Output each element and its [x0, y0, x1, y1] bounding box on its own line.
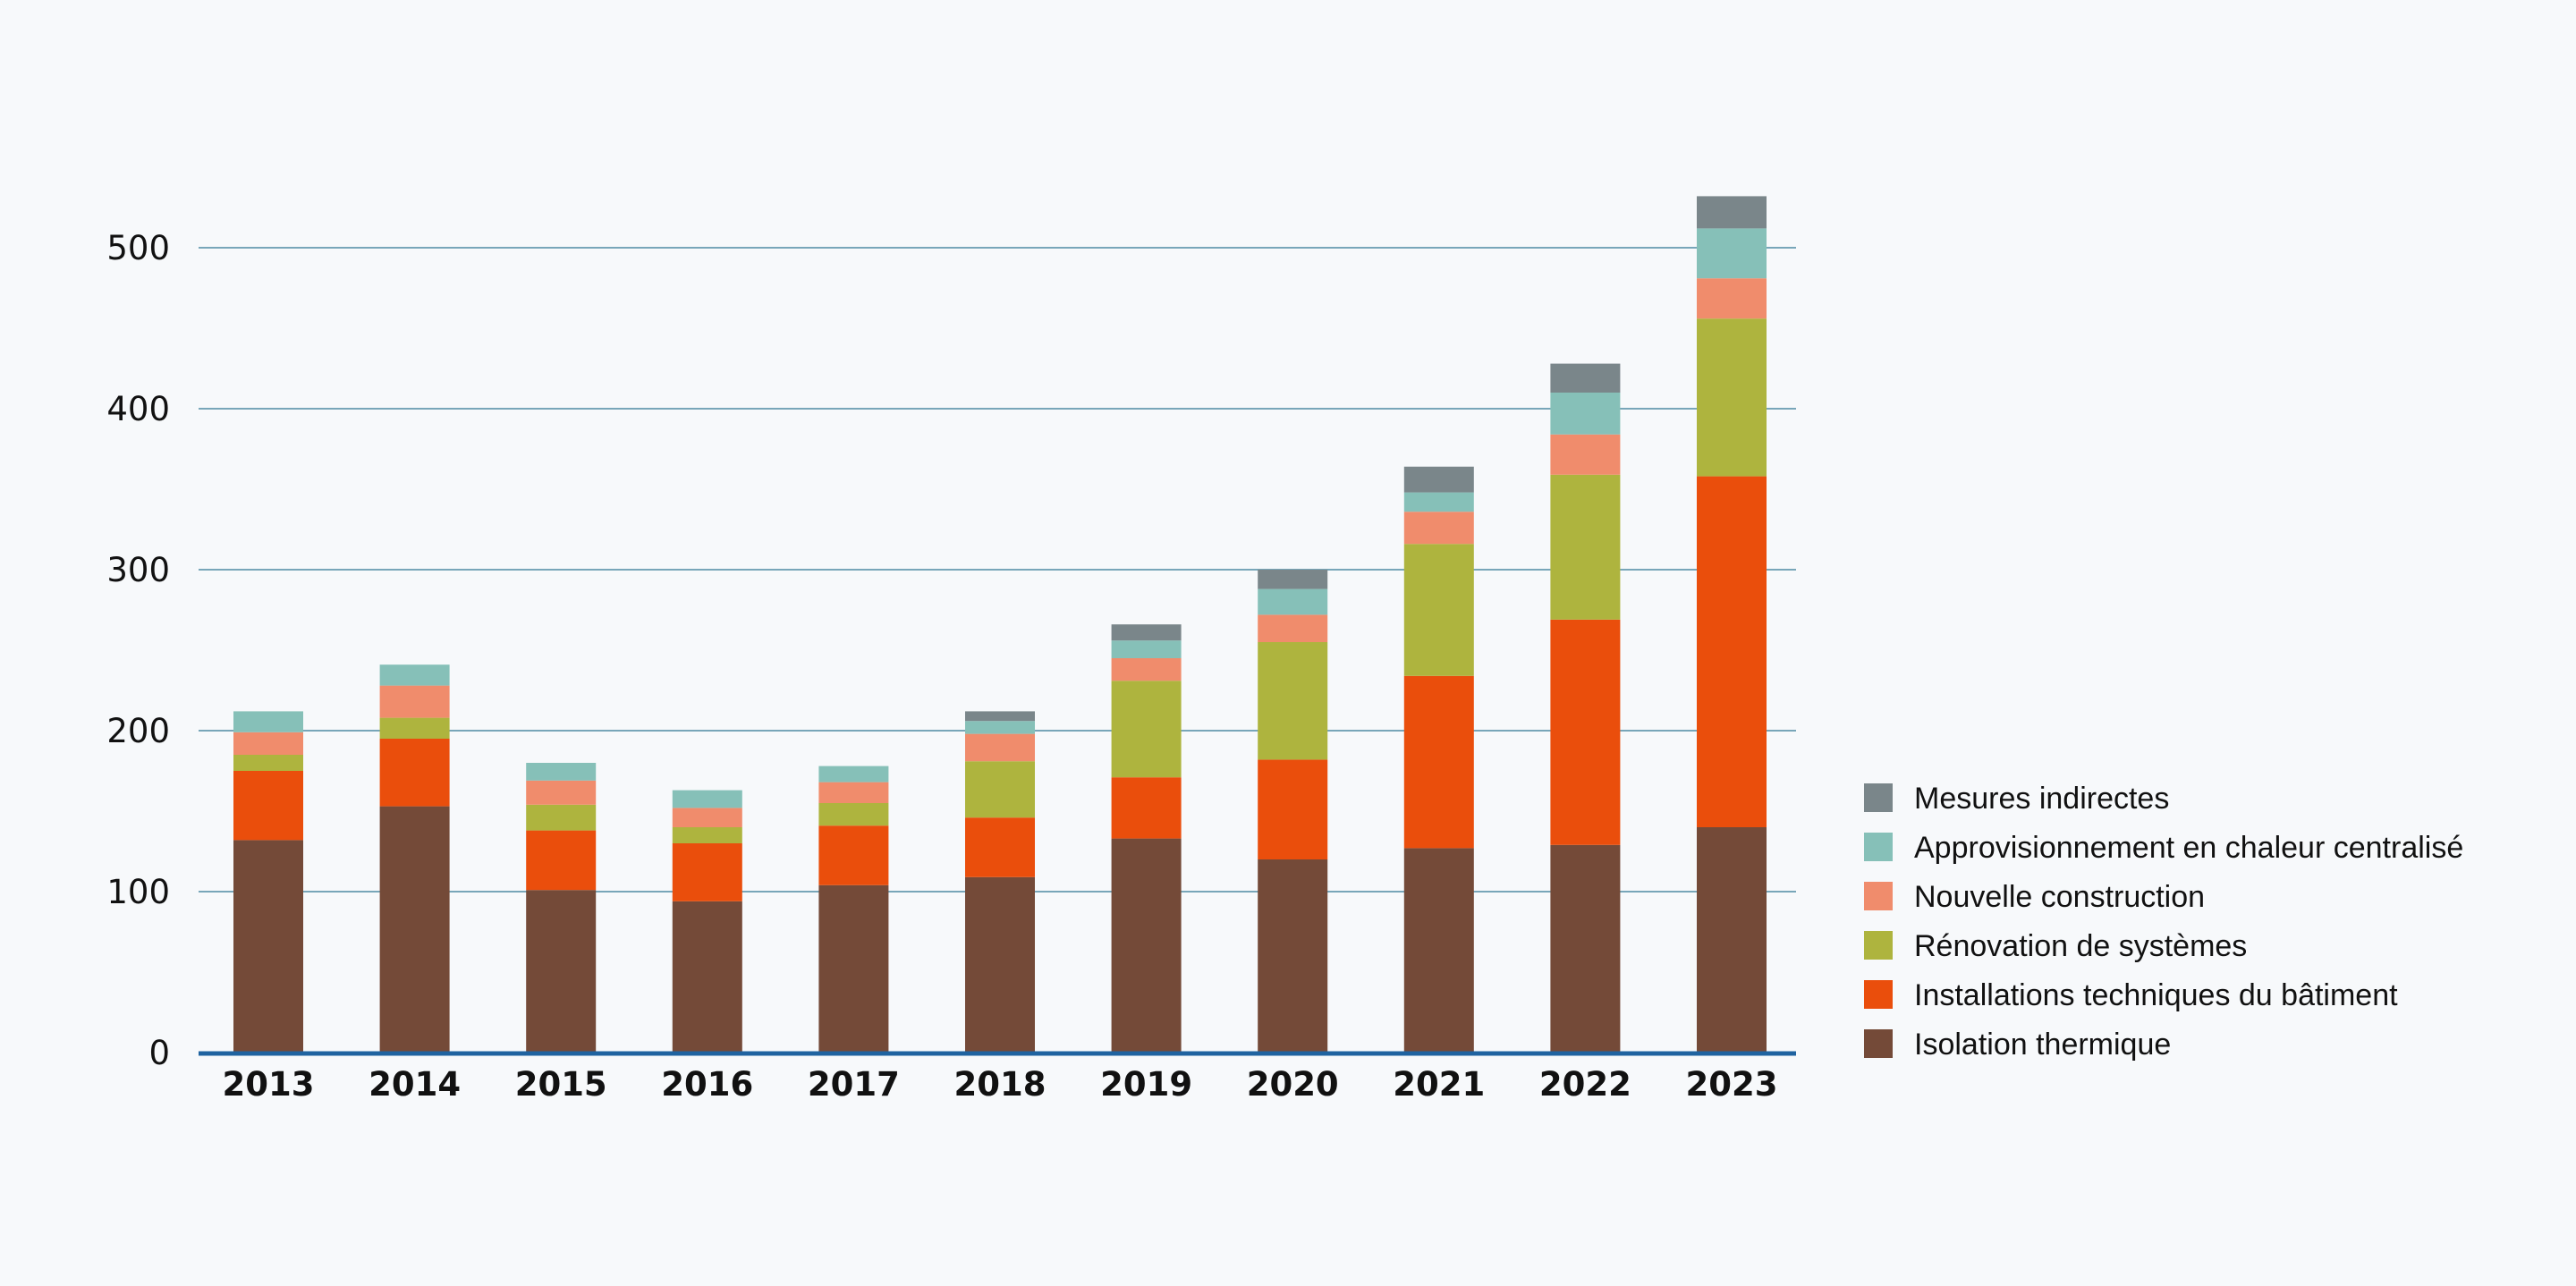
bar-segment: [1550, 474, 1621, 620]
x-tick-label: 2013: [223, 1065, 315, 1104]
bar-segment: [1697, 278, 1767, 319]
bar-segment: [1550, 363, 1621, 393]
legend-label: Mesures indirectes: [1914, 782, 2169, 816]
bar-segment: [672, 843, 742, 901]
bar-segment: [672, 808, 742, 827]
bar-segment: [1258, 570, 1328, 589]
bar-segment: [379, 685, 450, 718]
bar-segment: [1550, 619, 1621, 845]
bar-segment: [1111, 681, 1182, 778]
legend-swatch: [1864, 833, 1893, 861]
bar-segment: [1697, 318, 1767, 477]
bar-segment: [965, 721, 1035, 734]
x-tick-label: 2019: [1100, 1065, 1192, 1104]
bar-segment: [1697, 196, 1767, 229]
bar-segment: [526, 830, 597, 891]
legend-label: Nouvelle construction: [1914, 880, 2205, 914]
y-axis-tick-labels: 0 100 200 300 400 500: [106, 229, 170, 1072]
bar-segment: [1550, 844, 1621, 1053]
bar-segment: [1403, 512, 1474, 545]
bar-segment: [233, 711, 303, 732]
bar-segment: [1258, 642, 1328, 760]
bar-segment: [1403, 466, 1474, 493]
y-tick-label: 200: [106, 712, 170, 750]
bar-segment: [233, 840, 303, 1053]
bar-segment: [1111, 624, 1182, 641]
bar-segment: [526, 890, 597, 1053]
legend-swatch: [1864, 1029, 1893, 1058]
bar-segment: [526, 763, 597, 781]
bar-segment: [1403, 675, 1474, 849]
x-tick-label: 2018: [954, 1065, 1046, 1104]
x-tick-label: 2015: [515, 1065, 607, 1104]
bar-segment: [1111, 640, 1182, 658]
bar-segment: [379, 664, 450, 686]
bars: [233, 196, 1767, 1053]
legend: Mesures indirectes Approvisionnement en c…: [1864, 782, 2463, 1062]
bar-segment: [1403, 544, 1474, 676]
bar-segment: [672, 827, 742, 843]
x-tick-label: 2022: [1539, 1065, 1631, 1104]
bar-segment: [1697, 827, 1767, 1053]
x-tick-label: 2014: [369, 1065, 461, 1104]
bar-segment: [233, 771, 303, 841]
bar-segment: [1550, 434, 1621, 475]
bar-segment: [526, 780, 597, 805]
y-tick-label: 400: [106, 390, 170, 428]
bar-segment: [1111, 658, 1182, 681]
y-tick-label: 100: [106, 873, 170, 911]
bar-segment: [965, 817, 1035, 877]
bar-segment: [818, 884, 889, 1053]
y-tick-label: 0: [148, 1034, 170, 1072]
y-tick-label: 300: [106, 551, 170, 589]
x-tick-label: 2016: [661, 1065, 753, 1104]
bar-segment: [1258, 859, 1328, 1053]
bar-segment: [379, 739, 450, 807]
legend-swatch: [1864, 931, 1893, 960]
y-tick-label: 500: [106, 229, 170, 267]
bar-segment: [379, 806, 450, 1053]
legend-label: Installations techniques du bâtiment: [1914, 978, 2398, 1012]
bar-segment: [1258, 614, 1328, 642]
legend-swatch: [1864, 882, 1893, 910]
bar-segment: [818, 782, 889, 803]
bar-segment: [965, 733, 1035, 762]
bar-segment: [818, 766, 889, 783]
bar-segment: [818, 803, 889, 826]
legend-swatch: [1864, 783, 1893, 812]
bar-segment: [1258, 759, 1328, 859]
bar-segment: [1403, 492, 1474, 512]
x-axis-tick-labels: 2013 2014 2015 2016 2017 2018 2019 2020 2021 2022…: [223, 1065, 1778, 1104]
legend-label: Approvisionnement en chaleur centralisé: [1914, 831, 2463, 865]
legend-label: Isolation thermique: [1914, 1028, 2171, 1062]
x-tick-label: 2017: [808, 1065, 900, 1104]
bar-segment: [1111, 777, 1182, 839]
bar-segment: [672, 901, 742, 1053]
bar-segment: [379, 717, 450, 739]
bar-segment: [965, 761, 1035, 818]
bar-segment: [233, 732, 303, 755]
bar-segment: [1697, 228, 1767, 279]
bar-segment: [1403, 848, 1474, 1053]
bar-segment: [1550, 393, 1621, 435]
bar-segment: [233, 755, 303, 771]
bar-segment: [1697, 476, 1767, 827]
legend-swatch: [1864, 980, 1893, 1009]
bar-segment: [672, 790, 742, 808]
bar-segment: [1258, 588, 1328, 615]
gridlines: [199, 247, 1796, 893]
bar-segment: [526, 804, 597, 831]
x-tick-label: 2023: [1686, 1065, 1778, 1104]
x-tick-label: 2021: [1393, 1065, 1485, 1104]
bar-segment: [818, 825, 889, 885]
bar-segment: [1111, 838, 1182, 1053]
bar-segment: [965, 876, 1035, 1053]
legend-label: Rénovation de systèmes: [1914, 929, 2247, 963]
bar-segment: [965, 711, 1035, 722]
x-tick-label: 2020: [1247, 1065, 1339, 1104]
